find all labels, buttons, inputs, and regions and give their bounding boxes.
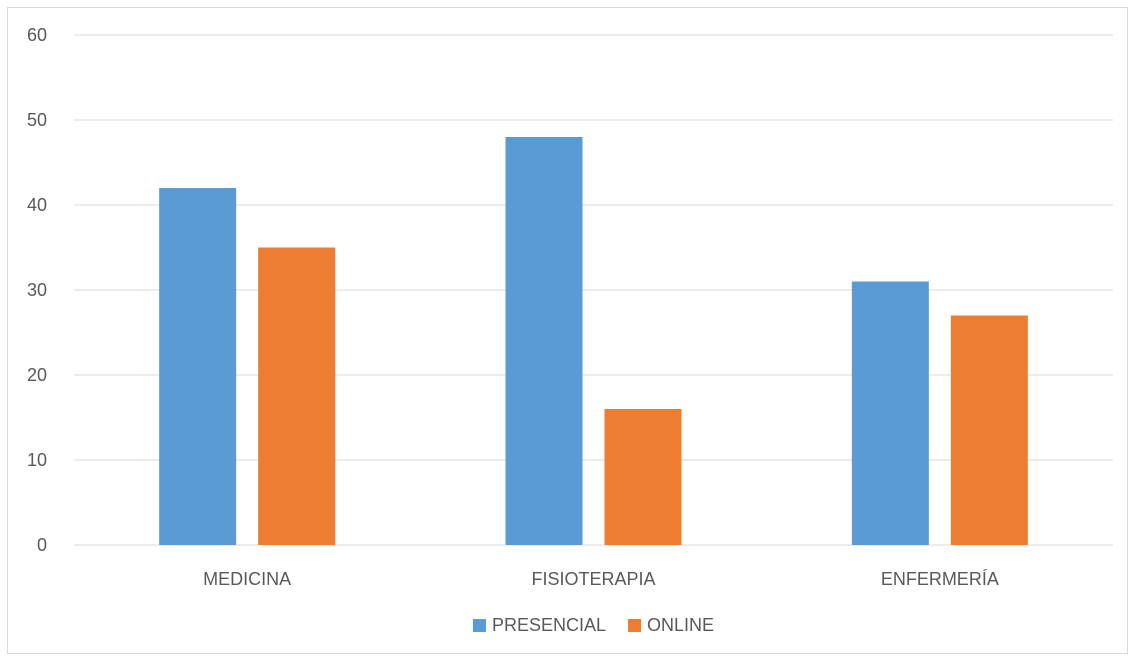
- gridlines: [74, 34, 1113, 546]
- bars: [159, 137, 1028, 545]
- legend-swatch-online: [628, 619, 642, 632]
- legend-label-online: ONLINE: [647, 615, 714, 635]
- bar-presencial-1: [159, 188, 237, 545]
- legend-swatch-presencial: [472, 619, 486, 632]
- x-tick-label: ENFERMERÍA: [881, 569, 999, 589]
- legend-label-presencial: PRESENCIAL: [492, 615, 606, 635]
- x-axis-ticks: MEDICINA FISIOTERAPIA ENFERMERÍA: [203, 569, 999, 589]
- y-tick-label: 20: [27, 365, 47, 385]
- y-axis-ticks: 0 10 20 30 40 50 60: [27, 25, 47, 555]
- y-tick-label: 40: [27, 195, 47, 215]
- bar-presencial-3: [851, 281, 929, 545]
- x-tick-label: MEDICINA: [203, 569, 291, 589]
- bar-presencial-2: [505, 137, 583, 545]
- y-tick-label: 50: [27, 110, 47, 130]
- y-tick-label: 60: [27, 25, 47, 45]
- bar-online-2: [604, 409, 682, 545]
- y-tick-label: 0: [37, 535, 47, 555]
- y-tick-label: 10: [27, 450, 47, 470]
- y-tick-label: 30: [27, 280, 47, 300]
- bar-online-1: [258, 247, 336, 545]
- bar-online-3: [950, 315, 1028, 545]
- legend: PRESENCIAL ONLINE: [472, 615, 714, 635]
- x-tick-label: FISIOTERAPIA: [531, 569, 655, 589]
